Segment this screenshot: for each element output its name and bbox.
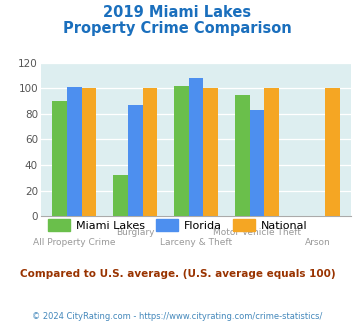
Bar [203,88,218,216]
Text: Burglary: Burglary [116,228,154,237]
Bar [235,95,250,216]
Bar [53,101,67,216]
Legend: Miami Lakes, Florida, National: Miami Lakes, Florida, National [43,215,312,235]
Text: 2019 Miami Lakes: 2019 Miami Lakes [103,5,252,20]
Bar [250,110,264,216]
Bar [264,88,279,216]
Text: Property Crime Comparison: Property Crime Comparison [63,21,292,36]
Bar [82,88,96,216]
Bar [325,88,340,216]
Text: Compared to U.S. average. (U.S. average equals 100): Compared to U.S. average. (U.S. average … [20,269,335,279]
Text: Arson: Arson [305,238,331,247]
Bar [113,175,128,216]
Bar [143,88,157,216]
Text: Larceny & Theft: Larceny & Theft [160,238,232,247]
Bar [174,86,189,216]
Text: © 2024 CityRating.com - https://www.cityrating.com/crime-statistics/: © 2024 CityRating.com - https://www.city… [32,312,323,321]
Text: Motor Vehicle Theft: Motor Vehicle Theft [213,228,301,237]
Bar [128,105,143,216]
Bar [189,78,203,216]
Bar [67,87,82,216]
Text: All Property Crime: All Property Crime [33,238,116,247]
